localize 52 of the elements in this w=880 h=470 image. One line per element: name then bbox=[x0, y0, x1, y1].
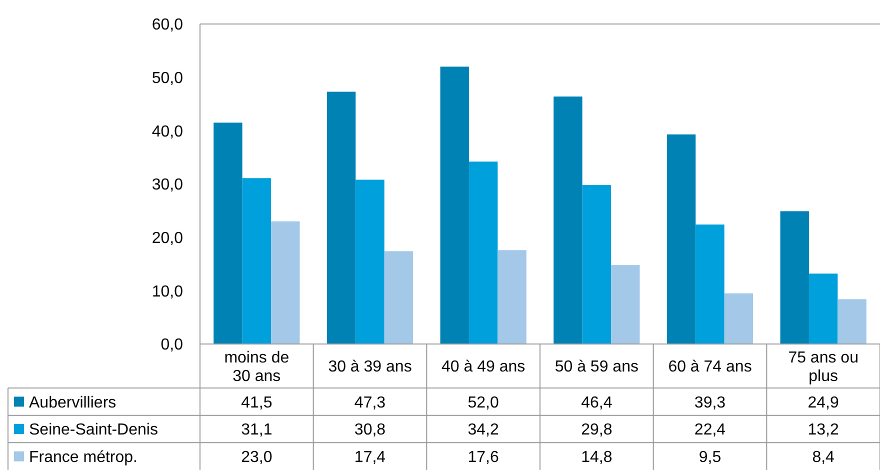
bar bbox=[696, 224, 724, 344]
bar bbox=[780, 211, 809, 344]
data-label: 13,2 bbox=[808, 422, 840, 439]
legend-label: France métrop. bbox=[29, 448, 138, 466]
bar bbox=[468, 162, 498, 344]
data-label: 29,8 bbox=[581, 422, 612, 439]
data-label: 22,4 bbox=[694, 422, 726, 439]
data-label: 8,4 bbox=[812, 448, 835, 466]
y-tick-label: 40,0 bbox=[152, 123, 184, 140]
x-tick-label: moins de 30 ans bbox=[224, 350, 290, 385]
data-label: 52,0 bbox=[468, 394, 500, 412]
y-tick-label: 10,0 bbox=[152, 283, 184, 300]
bar bbox=[808, 274, 838, 344]
data-label: 9,5 bbox=[698, 448, 722, 466]
bar bbox=[838, 299, 866, 344]
legend-label: Aubervilliers bbox=[29, 394, 116, 412]
data-label: 23,0 bbox=[241, 448, 272, 466]
data-label: 31,1 bbox=[241, 422, 272, 439]
x-tick-label: 60 à 74 ans bbox=[668, 358, 752, 376]
bar bbox=[356, 180, 384, 344]
y-tick-label: 20,0 bbox=[152, 230, 184, 247]
bar bbox=[242, 178, 272, 344]
bar bbox=[440, 66, 469, 344]
legend-label: Seine-Saint-Denis bbox=[29, 422, 158, 439]
data-label: 14,8 bbox=[581, 448, 612, 466]
bar bbox=[724, 293, 754, 344]
data-label: 17,4 bbox=[354, 448, 386, 466]
data-label: 39,3 bbox=[694, 394, 726, 412]
y-tick-label: 50,0 bbox=[152, 70, 184, 87]
bar bbox=[384, 251, 414, 344]
bar bbox=[666, 134, 696, 344]
x-tick-label: 50 à 59 ans bbox=[554, 358, 638, 376]
bar bbox=[554, 96, 582, 344]
bar bbox=[498, 250, 526, 344]
y-tick-label: 30,0 bbox=[152, 176, 184, 194]
y-tick-label: 0,0 bbox=[160, 336, 184, 354]
bar bbox=[611, 265, 640, 344]
data-label: 46,4 bbox=[581, 394, 612, 412]
x-tick-label: 75 ans ou plus bbox=[788, 350, 858, 385]
data-label: 34,2 bbox=[468, 422, 500, 439]
x-tick-label: 40 à 49 ans bbox=[442, 358, 526, 376]
bar bbox=[271, 221, 300, 344]
bar bbox=[582, 185, 612, 344]
data-label: 17,6 bbox=[468, 448, 500, 466]
y-tick-label: 60,0 bbox=[152, 16, 184, 34]
data-label: 24,9 bbox=[808, 394, 840, 412]
x-tick-label: 30 à 39 ans bbox=[328, 358, 412, 376]
bar bbox=[214, 122, 242, 344]
data-label: 30,8 bbox=[354, 422, 386, 439]
data-label: 41,5 bbox=[241, 394, 272, 412]
bar bbox=[326, 92, 356, 344]
data-label: 47,3 bbox=[354, 394, 386, 412]
